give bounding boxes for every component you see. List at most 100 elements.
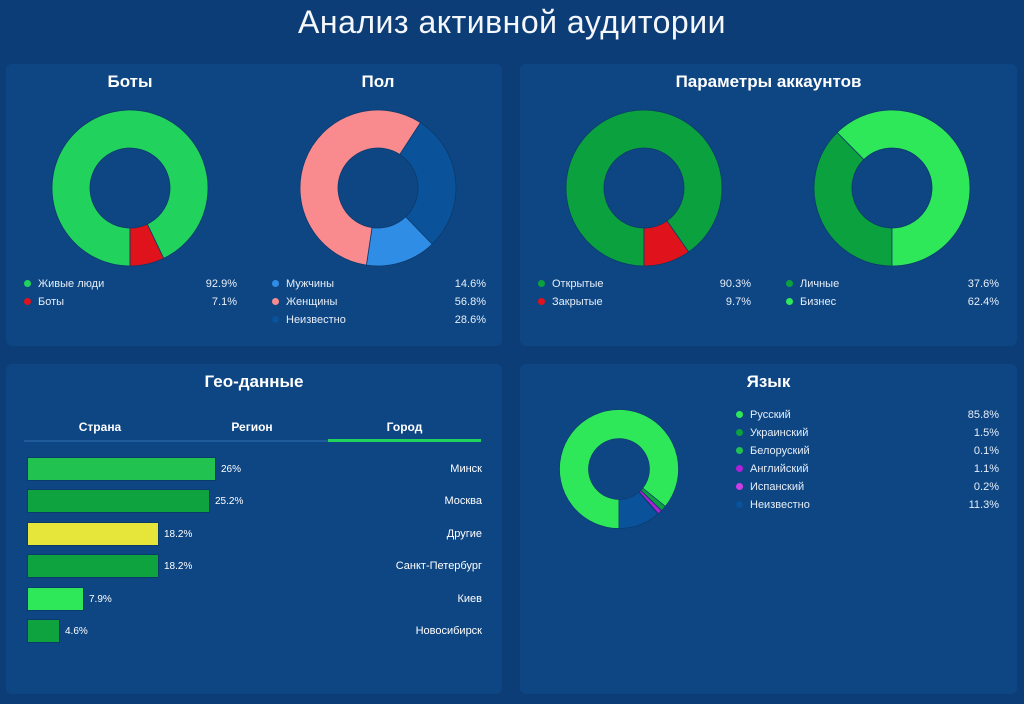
legend-marker — [736, 447, 743, 454]
account-kind-slice-biznes — [836, 109, 971, 267]
geo-bar-drugie — [27, 522, 159, 546]
legend-label: Испанский — [750, 481, 805, 493]
legend-marker — [736, 411, 743, 418]
legend-label: Бизнес — [800, 296, 837, 308]
tab-city-active-underline — [328, 439, 481, 442]
language-title: Язык — [746, 372, 791, 391]
tab-region[interactable]: Регион — [231, 420, 273, 434]
account-kind-slice-lichnye — [813, 131, 893, 267]
legend-marker — [24, 298, 31, 305]
legend-label: Мужчины — [286, 278, 335, 290]
language-donut-chart — [559, 409, 679, 529]
legend-item-otkrytye: Открытые 90.3% — [538, 277, 751, 291]
geo-bar-value: 4.6% — [65, 626, 88, 637]
legend-value: 7.1% — [211, 296, 237, 308]
account-kind-donut-chart — [813, 109, 971, 267]
legend-item-beloruskiy: Белоруский 0.1% — [736, 444, 999, 458]
legend-label: Русский — [750, 409, 791, 421]
legend-label: Открытые — [552, 278, 604, 290]
legend-marker — [786, 280, 793, 287]
legend-label: Неизвестно — [750, 499, 810, 511]
legend-value: 9.7% — [725, 296, 751, 308]
account-type-slice-zakrytye — [643, 220, 690, 267]
page-title: Анализ активной аудитории — [298, 4, 726, 40]
geo-bar-kiev — [27, 587, 84, 611]
account-type-slice-otkrytye — [565, 109, 723, 267]
legend-value: 62.4% — [967, 296, 999, 308]
legend-item-ukrainskiy: Украинский 1.5% — [736, 426, 999, 440]
legend-value: 37.6% — [967, 278, 999, 290]
geo-bar-category: Санкт-Петербург — [395, 560, 482, 572]
gender-slice-neizvestno — [399, 122, 457, 245]
geo-bar-sankt-peterburg — [27, 554, 159, 578]
legend-value: 85.8% — [967, 409, 999, 421]
legend-label: Закрытые — [552, 296, 603, 308]
legend-value: 56.8% — [454, 296, 486, 308]
geo-bar-value: 7.9% — [89, 594, 112, 605]
legend-label: Белоруский — [750, 445, 810, 457]
legend-label: Боты — [38, 296, 65, 308]
legend-item-biznes: Бизнес 62.4% — [786, 295, 999, 309]
legend-item-neizvestno: Неизвестно 11.3% — [736, 498, 999, 512]
legend-value: 90.3% — [719, 278, 751, 290]
legend-marker — [272, 316, 279, 323]
accounts-title: Параметры аккаунтов — [675, 72, 862, 91]
geo-bar-novosibirsk — [27, 619, 60, 643]
legend-marker — [736, 501, 743, 508]
bots-title: Боты — [107, 72, 153, 91]
legend-value: 28.6% — [454, 314, 486, 326]
legend-item-ispanskiy: Испанский 0.2% — [736, 480, 999, 494]
legend-value: 1.1% — [973, 463, 999, 475]
legend-item-zhenschiny: Женщины 56.8% — [272, 295, 486, 309]
geo-title: Гео-данные — [204, 372, 304, 391]
legend-value: 0.2% — [973, 481, 999, 493]
bots-slice-boty — [129, 223, 165, 267]
geo-bar-value: 26% — [221, 464, 242, 475]
legend-marker — [538, 298, 545, 305]
legend-item-lichnye: Личные 37.6% — [786, 277, 999, 291]
legend-item-muzhchiny: Мужчины 14.6% — [272, 277, 486, 291]
bots-donut-chart — [51, 109, 209, 267]
legend-label: Личные — [800, 278, 840, 290]
legend-marker — [24, 280, 31, 287]
tab-country[interactable]: Страна — [78, 420, 122, 434]
legend-label: Неизвестно — [286, 314, 346, 326]
legend-value: 0.1% — [973, 445, 999, 457]
tab-city[interactable]: Город — [386, 420, 423, 434]
legend-value: 92.9% — [205, 278, 237, 290]
legend-item-zhivye-lyudi: Живые люди 92.9% — [24, 277, 237, 291]
legend-value: 11.3% — [968, 499, 999, 511]
geo-bar-minsk — [27, 457, 216, 481]
account-type-donut-chart — [565, 109, 723, 267]
legend-marker — [538, 280, 545, 287]
language-slice-russkiy — [559, 409, 679, 529]
legend-item-neizvestno: Неизвестно 28.6% — [272, 313, 486, 327]
legend-value: 1.5% — [973, 427, 999, 439]
geo-bar-category: Москва — [444, 495, 482, 507]
legend-marker — [786, 298, 793, 305]
legend-marker — [736, 465, 743, 472]
gender-slice-zhenschiny — [299, 109, 422, 266]
language-slice-neizvestno — [618, 491, 659, 529]
gender-donut-chart — [299, 109, 457, 267]
legend-marker — [736, 429, 743, 436]
legend-label: Женщины — [286, 296, 338, 308]
legend-item-boty: Боты 7.1% — [24, 295, 237, 309]
legend-marker — [272, 280, 279, 287]
geo-bar-value: 18.2% — [164, 561, 193, 572]
geo-bar-value: 25.2% — [215, 496, 244, 507]
geo-bar-category: Другие — [446, 528, 482, 540]
legend-item-russkiy: Русский 85.8% — [736, 408, 999, 422]
legend-label: Английский — [750, 463, 809, 475]
legend-value: 14.6% — [454, 278, 486, 290]
geo-bar-category: Новосибирск — [415, 625, 482, 637]
geo-bar-value: 18.2% — [164, 529, 193, 540]
bots-slice-zhivye-lyudi — [51, 109, 209, 267]
tabs-underline — [24, 440, 328, 442]
geo-bar-category: Киев — [457, 593, 482, 605]
legend-marker — [272, 298, 279, 305]
gender-title: Пол — [361, 72, 395, 91]
geo-bar-category: Минск — [450, 463, 482, 475]
legend-label: Живые люди — [38, 278, 105, 290]
legend-item-angliyskiy: Английский 1.1% — [736, 462, 999, 476]
